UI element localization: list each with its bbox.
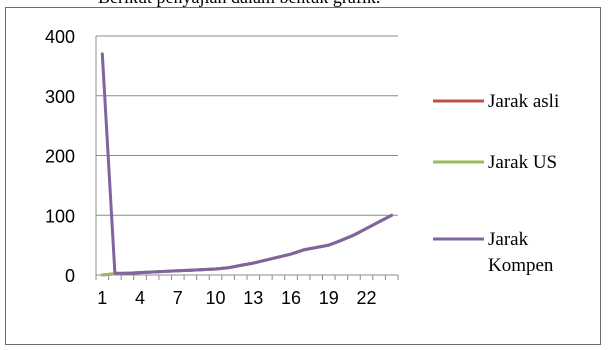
x-tick-label: 19 — [319, 288, 339, 308]
legend-label-line2: Kompen — [488, 255, 554, 276]
legend-label: Jarak US — [488, 152, 557, 173]
x-tick-label: 10 — [206, 288, 226, 308]
legend-label: Jarak asli — [488, 91, 559, 112]
y-tick-label: 300 — [45, 87, 75, 107]
y-tick-label: 100 — [45, 206, 75, 226]
series-line-3 — [100, 52, 394, 275]
y-tick-label: 200 — [45, 147, 75, 167]
series-line-2 — [100, 213, 394, 277]
x-tick-label: 22 — [357, 288, 377, 308]
series-line-1 — [100, 213, 394, 277]
x-tick-label: 7 — [173, 288, 183, 308]
legend-label: Jarak — [488, 229, 529, 250]
x-tick-label: 1 — [97, 288, 107, 308]
y-tick-label: 0 — [65, 266, 75, 286]
x-tick-label: 16 — [281, 288, 301, 308]
chart-caption: Berikut penyajian dalam bentuk grafik. — [98, 0, 380, 8]
x-tick-label: 13 — [243, 288, 263, 308]
chart-frame — [5, 7, 601, 345]
x-tick-label: 4 — [135, 288, 145, 308]
y-tick-label: 400 — [45, 27, 75, 47]
